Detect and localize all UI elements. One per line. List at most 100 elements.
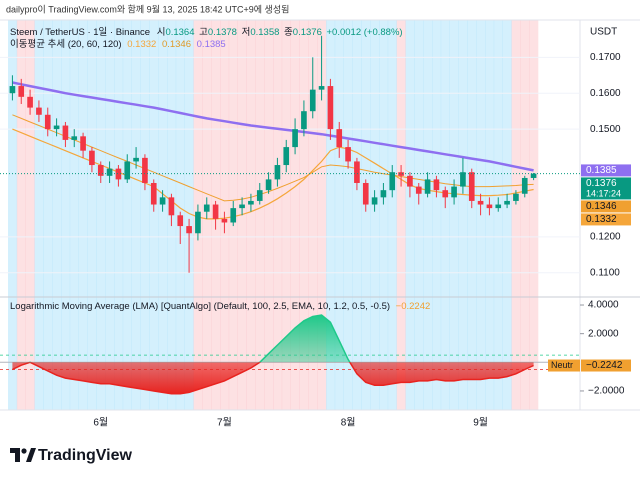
candle-body	[283, 147, 290, 166]
caption: dailypro이 TradingView.com와 함께 9월 13, 202…	[6, 3, 289, 14]
low-label: 저	[242, 27, 251, 38]
candle-body	[71, 136, 78, 140]
trend-band	[361, 20, 371, 410]
indicator-title: Logarithmic Moving Average (LMA) [QuantA…	[10, 301, 390, 312]
trend-band	[529, 20, 539, 410]
ma20-value: 0.1332	[127, 39, 156, 50]
indicator-tag-label: −0.2242	[586, 360, 623, 371]
candle-body	[9, 86, 16, 94]
candle-body	[239, 204, 245, 209]
trend-band	[114, 20, 124, 410]
indicator-line-down	[12, 362, 534, 395]
candle-body	[195, 211, 201, 234]
candle-body	[336, 129, 343, 148]
trend-band	[449, 20, 459, 410]
moving-average	[12, 81, 534, 172]
candle-body	[345, 147, 351, 162]
trend-band	[317, 20, 327, 410]
trend-band	[405, 20, 415, 410]
trend-band	[370, 20, 380, 410]
trend-band	[467, 20, 477, 410]
candle-body	[415, 186, 422, 194]
candle-body	[398, 172, 404, 176]
candle-body	[248, 200, 254, 205]
candle-body	[460, 172, 466, 187]
candle-body	[354, 161, 360, 183]
trend-band	[432, 20, 442, 410]
high-label: 고	[199, 27, 208, 38]
countdown: 14:17:24	[586, 188, 621, 198]
candle-body	[318, 86, 325, 90]
trend-band	[25, 20, 35, 410]
ma-title: 이동평균 추세 (20, 60, 120)	[10, 39, 122, 50]
candle-body	[407, 175, 413, 187]
candle-body	[53, 125, 60, 130]
open-value: 0.1364	[165, 27, 194, 38]
candle-body	[89, 150, 95, 166]
candle-body	[477, 200, 484, 205]
trend-band	[87, 20, 97, 410]
candle-body	[106, 168, 113, 176]
trend-band	[105, 20, 115, 410]
neutral-tag-label: Neutr	[551, 360, 573, 370]
trend-band	[511, 20, 521, 410]
candle-body	[97, 165, 104, 176]
trend-band	[43, 20, 53, 410]
candle-body	[495, 204, 502, 209]
candle-body	[451, 186, 457, 198]
candle-body	[274, 165, 281, 180]
price-tag-label: 0.1385	[586, 165, 617, 176]
trend-band	[440, 20, 450, 410]
candle-body	[177, 215, 184, 227]
candle-body	[62, 125, 69, 140]
candle-body	[212, 204, 219, 219]
trend-band	[308, 20, 318, 410]
trend-band	[387, 20, 397, 410]
trend-band	[131, 20, 141, 410]
trend-band	[352, 20, 362, 410]
trend-band	[273, 20, 283, 410]
price-tag	[581, 164, 631, 177]
trend-band	[290, 20, 300, 410]
candle-body	[124, 161, 131, 180]
trend-band	[69, 20, 79, 410]
trend-band	[52, 20, 62, 410]
y-tick-label: 0.1600	[590, 88, 621, 99]
trend-band	[8, 20, 18, 410]
trend-band	[493, 20, 503, 410]
candle-body	[133, 157, 139, 162]
x-tick-label: 7월	[217, 417, 232, 429]
trend-band	[78, 20, 88, 410]
brand: TradingView	[38, 447, 133, 464]
trend-band	[414, 20, 424, 410]
trend-bands	[8, 20, 539, 410]
y-tick-label: 0.1200	[590, 231, 621, 242]
candle-body	[18, 86, 25, 97]
candle-body	[203, 204, 210, 212]
indicator-area-up	[30, 315, 350, 363]
y-tick-label: 0.1100	[590, 267, 620, 278]
moving-average	[12, 114, 534, 202]
candle-body	[468, 172, 475, 201]
close-label: 종	[284, 27, 293, 38]
x-tick-label: 9월	[473, 417, 488, 429]
trend-band	[34, 20, 44, 410]
candle-body	[80, 136, 86, 151]
trend-band	[379, 20, 389, 410]
x-tick-label: 6월	[93, 417, 108, 429]
candle-body	[150, 182, 157, 205]
trend-band	[299, 20, 309, 410]
trend-band	[61, 20, 71, 410]
candle-body	[442, 190, 449, 198]
price-tag-label: 0.1376	[586, 178, 617, 189]
trend-band	[520, 20, 530, 410]
open-label: 시	[157, 27, 166, 38]
x-tick-label: 8월	[341, 417, 356, 429]
candle-body	[513, 193, 519, 201]
candle-body	[486, 204, 493, 209]
candle-body	[159, 197, 166, 205]
trend-band	[343, 20, 353, 410]
trend-band	[281, 20, 291, 410]
candle-body	[44, 114, 51, 130]
price-tag	[581, 177, 631, 200]
